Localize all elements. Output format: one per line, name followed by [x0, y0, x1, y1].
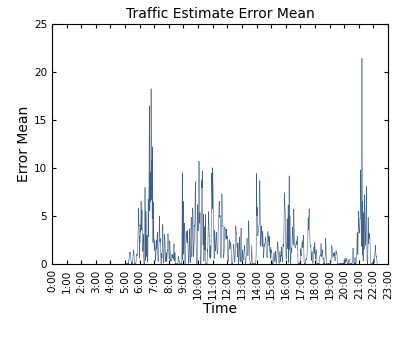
X-axis label: Time: Time: [203, 302, 237, 316]
Title: Traffic Estimate Error Mean: Traffic Estimate Error Mean: [126, 7, 314, 21]
Y-axis label: Error Mean: Error Mean: [17, 106, 31, 182]
